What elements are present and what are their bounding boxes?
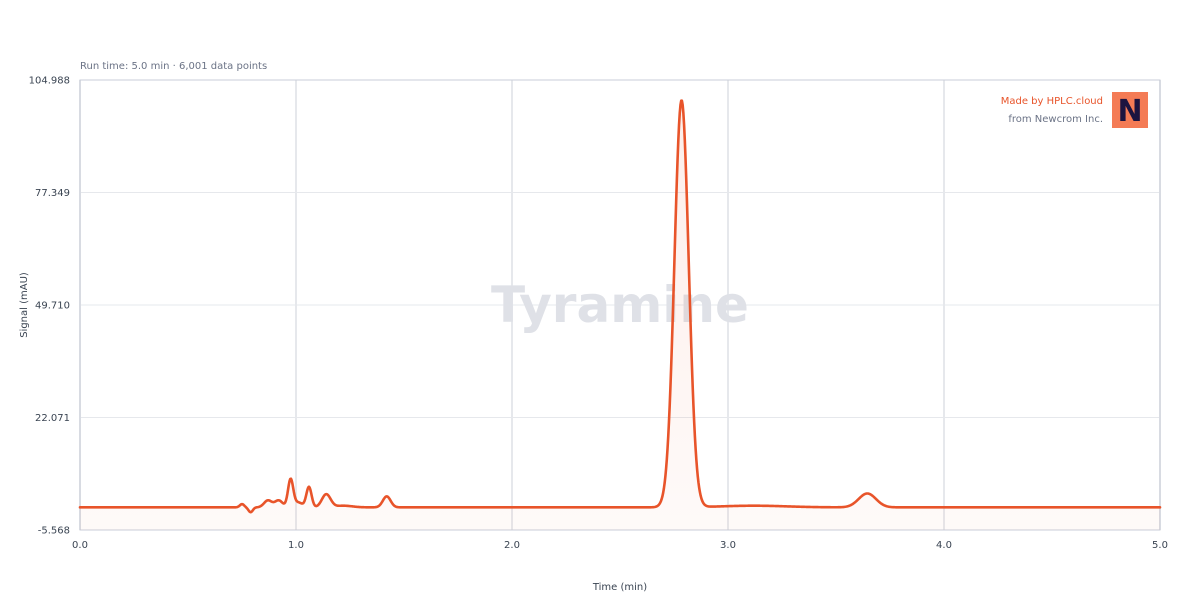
signal-trace [78,99,1162,514]
x-tick-label: 0.0 [72,540,88,551]
brand-logo-letter: N [1117,94,1142,129]
x-axis-ticks: 0.0 1.0 2.0 3.0 4.0 5.0 [72,540,1168,551]
y-tick-label: 22.071 [35,413,70,424]
x-tick-label: 2.0 [504,540,520,551]
brand-block: Made by HPLC.cloud from Newcrom Inc. N [1001,92,1148,129]
y-tick-label: 104.988 [29,76,70,87]
brand-logo-icon [1112,92,1148,128]
x-tick-label: 1.0 [288,540,304,551]
y-tick-label: 49.710 [35,301,70,312]
company-label: from Newcrom Inc. [1008,114,1103,125]
x-tick-label: 3.0 [720,540,736,551]
x-tick-label: 5.0 [1152,540,1168,551]
y-axis-title: Signal (mAU) [19,272,30,338]
y-axis-ticks: -5.568 22.071 49.710 77.349 104.988 [29,76,70,537]
made-by-link[interactable]: Made by HPLC.cloud [1001,96,1103,107]
x-tick-label: 4.0 [936,540,952,551]
compound-watermark: Tyramine [491,276,749,334]
y-tick-label: 77.349 [35,188,70,199]
chart-subtitle: Run time: 5.0 min · 6,001 data points [80,61,267,72]
y-tick-label: -5.568 [38,526,70,537]
x-axis-title: Time (min) [592,582,647,593]
